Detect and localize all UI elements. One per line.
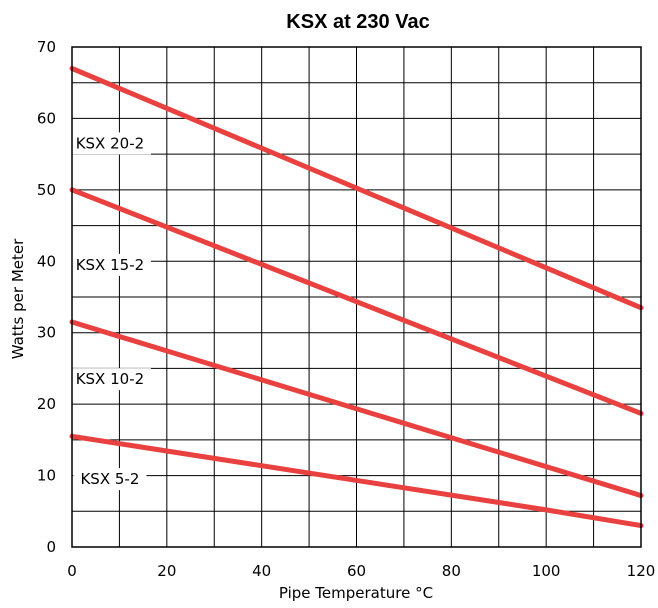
y-axis-label: Watts per Meter [9, 238, 27, 359]
y-tick-label: 70 [37, 38, 56, 56]
series-labels: KSX 20-2 KSX 15-2 KSX 10-2 KSX 5-2 [68, 132, 151, 491]
x-tick-label: 60 [347, 562, 366, 580]
y-tick-label: 0 [46, 538, 56, 556]
series-label: KSX 5-2 [80, 470, 139, 488]
series-label-background [73, 468, 147, 491]
x-tick-labels: 0 20 40 60 80 100 120 [67, 562, 655, 580]
series-label-background [68, 253, 151, 276]
y-tick-label: 20 [37, 395, 56, 413]
y-tick-label: 60 [37, 109, 56, 127]
series-lines [69, 65, 644, 529]
series-label-background [68, 368, 151, 391]
series-line [69, 433, 644, 529]
series-line [69, 65, 644, 311]
x-tick-label: 120 [627, 562, 656, 580]
plot-frame [71, 46, 642, 548]
series-line [69, 187, 644, 416]
chart-title: KSX at 230 Vac [286, 11, 429, 33]
y-tick-label: 40 [37, 252, 56, 270]
y-tick-label: 50 [37, 181, 56, 199]
x-tick-label: 80 [442, 562, 461, 580]
series-label: KSX 15-2 [76, 256, 144, 274]
x-tick-label: 0 [67, 562, 77, 580]
series-label: KSX 20-2 [76, 134, 144, 152]
series-line [69, 319, 644, 499]
y-tick-labels: 0 10 20 30 40 50 60 70 [37, 38, 56, 556]
y-tick-label: 10 [37, 467, 56, 485]
x-tick-label: 40 [252, 562, 271, 580]
grid [72, 47, 641, 547]
series-label: KSX 10-2 [76, 370, 144, 388]
y-tick-label: 30 [37, 324, 56, 342]
x-tick-label: 20 [157, 562, 176, 580]
x-axis-label: Pipe Temperature °C [279, 584, 433, 602]
series-label-background [68, 132, 151, 155]
x-tick-label: 100 [532, 562, 561, 580]
